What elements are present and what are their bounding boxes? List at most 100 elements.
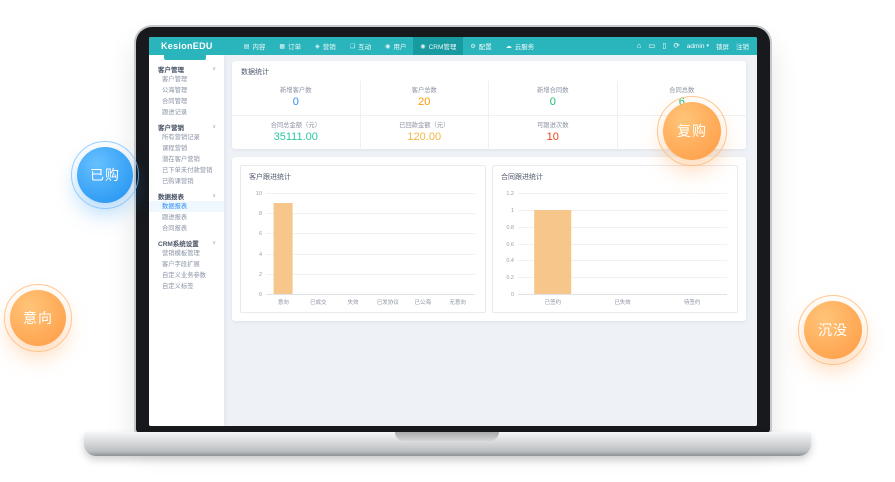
user-dropdown[interactable]: admin ▾ — [687, 43, 709, 50]
x-tick-label: 已成交 — [309, 300, 327, 306]
category-slot: 无意向 — [440, 194, 475, 306]
stat-value: 120.00 — [407, 131, 442, 143]
nav-item-label: 营销 — [322, 44, 336, 51]
nav-item-内容[interactable]: ▤ 内容 — [237, 37, 273, 55]
caret-down-icon: ▾ — [706, 43, 709, 49]
chevron-down-icon: ∨ — [212, 123, 216, 130]
nav-item-营销[interactable]: ◈ 营销 — [308, 37, 343, 55]
orders-icon: ▦ — [279, 43, 286, 50]
x-tick-label: 已签约 — [544, 300, 562, 306]
nav-item-用户[interactable]: ◉ 用户 — [378, 37, 413, 55]
mobile-icon[interactable]: ▯ — [662, 41, 667, 51]
users-icon: ◉ — [385, 43, 391, 50]
lock-screen-link[interactable]: 锁屏 — [716, 44, 729, 51]
category-slot: 已发协议 — [371, 194, 406, 306]
category-slot: 失效 — [336, 194, 371, 306]
gridline — [518, 277, 727, 279]
gridline — [266, 253, 475, 255]
category-slot: 已公海 — [405, 194, 440, 306]
sidebar-item-营销模板管理[interactable]: 营销模板管理 — [162, 250, 200, 257]
stat-label: 合同总数 — [669, 87, 695, 94]
laptop-base — [84, 432, 811, 456]
stat-新增客户数: 新增客户数 0 — [232, 81, 361, 116]
sidebar-item-潜在客户营销[interactable]: 潜在客户营销 — [162, 156, 200, 163]
top-navbar: KesionEDU ▤ 内容 ▦ 订单 ◈ 营销 ❑ 互动 ◉ 用户 ◉ CRM管理 ⚙ 配置 ☁ 云服务 ⌂… — [149, 37, 757, 55]
stat-label: 新增客户数 — [280, 87, 312, 94]
y-tick-label: 1 — [510, 207, 514, 214]
bar-意向 — [274, 203, 293, 294]
stat-label: 新增合同数 — [537, 87, 569, 94]
sidebar-item-已下单未付款营销[interactable]: 已下单未付款营销 — [162, 167, 213, 174]
nav-item-订单[interactable]: ▦ 订单 — [272, 37, 308, 55]
stat-label: 合同总金额（元） — [270, 122, 321, 129]
nav-item-label: 云服务 — [514, 44, 535, 51]
category-slot: 待签约 — [657, 194, 727, 306]
category-slot: 已签约 — [518, 194, 588, 306]
desktop-icon[interactable]: ▭ — [648, 41, 656, 51]
sidebar-item-客户字段扩展[interactable]: 客户字段扩展 — [162, 261, 200, 268]
sidebar-item-合同报表[interactable]: 合同报表 — [162, 225, 188, 232]
sidebar-item-客户管理[interactable]: 客户管理 — [162, 76, 188, 83]
crm-app-window: KesionEDU ▤ 内容 ▦ 订单 ◈ 营销 ❑ 互动 ◉ 用户 ◉ CRM管理 ⚙ 配置 ☁ 云服务 ⌂… — [149, 37, 757, 426]
gridline — [518, 260, 727, 262]
sidebar-group-客户管理[interactable]: 客户管理 ∨ — [149, 63, 224, 74]
category-slot: 已成交 — [301, 194, 336, 306]
logout-link[interactable]: 注销 — [736, 44, 749, 51]
y-tick-label: 0.8 — [506, 224, 514, 231]
chart-title: 合同跟进统计 — [501, 174, 543, 181]
charts-panel: 客户跟进统计 0 2 4 6 8 10 意向 已成交 失效 已发协议 已公海 无意向 合同跟进统计 0 0.… — [232, 157, 746, 321]
badge-repurchase: 复购 — [657, 96, 727, 166]
sidebar-item-公海管理[interactable]: 公海管理 — [162, 87, 188, 94]
x-tick-label: 已公海 — [414, 300, 431, 306]
home-icon[interactable]: ⌂ — [636, 41, 642, 51]
x-tick-label: 已失效 — [614, 300, 631, 306]
nav-item-label: CRM管理 — [428, 44, 457, 51]
y-tick-label: 0 — [258, 292, 262, 298]
chart-plot: 0 2 4 6 8 10 意向 已成交 失效 已发协议 已公海 无意向 — [256, 191, 475, 306]
nav-item-配置[interactable]: ⚙ 配置 — [463, 37, 498, 55]
x-tick-label: 无意向 — [449, 300, 466, 306]
badge-intention: 意向 — [4, 284, 72, 352]
sidebar-group-数据报表[interactable]: 数据报表 ∨ — [149, 190, 224, 201]
stat-已回款金额（元）: 已回款金额（元） 120.00 — [361, 116, 489, 150]
gridline — [518, 193, 727, 194]
sidebar-group-客户营销[interactable]: 客户营销 ∨ — [149, 121, 224, 132]
nav-item-label: 配置 — [478, 44, 492, 51]
y-tick-label: 0 — [510, 292, 514, 298]
y-tick-label: 4 — [258, 251, 262, 258]
gridline — [266, 294, 475, 295]
sidebar-item-课程营销[interactable]: 课程营销 — [162, 145, 188, 152]
gridline — [266, 193, 475, 194]
sidebar-item-所有营销记录[interactable]: 所有营销记录 — [162, 134, 200, 141]
sidebar-item-自定义标签[interactable]: 自定义标签 — [162, 283, 194, 290]
y-tick-label: 0.2 — [506, 275, 514, 282]
gridline — [266, 273, 475, 275]
sidebar-item-跟进记录[interactable]: 跟进记录 — [162, 109, 188, 116]
gridline — [266, 233, 475, 235]
y-tick-label: 10 — [255, 191, 262, 197]
nav-item-互动[interactable]: ❑ 互动 — [343, 37, 378, 55]
sidebar-item-已购课营销[interactable]: 已购课营销 — [162, 178, 194, 185]
sidebar-item-合同管理[interactable]: 合同管理 — [162, 98, 188, 105]
sidebar-group-CRM系统设置[interactable]: CRM系统设置 ∨ — [149, 237, 224, 248]
refresh-icon[interactable]: ⟳ — [673, 41, 680, 51]
sidebar-group-label: 数据报表 — [158, 193, 184, 201]
nav-item-label: 互动 — [358, 44, 372, 51]
stat-label: 已回款金额（元） — [399, 122, 450, 129]
sidebar-item-自定义业务参数[interactable]: 自定义业务参数 — [162, 272, 207, 279]
app-logo[interactable]: KesionEDU — [161, 41, 213, 51]
sidebar-top-active-tab[interactable] — [164, 55, 206, 60]
cloud-icon: ☁ — [505, 43, 512, 50]
badge-sunk: 沉没 — [798, 295, 868, 365]
y-tick-label: 0.6 — [506, 241, 514, 248]
crm-person-icon: ◉ — [420, 43, 426, 50]
sidebar-item-数据报表[interactable]: 数据报表 — [149, 201, 224, 212]
y-tick-label: 0.4 — [506, 258, 514, 265]
nav-item-CRM管理[interactable]: ◉ CRM管理 — [413, 37, 464, 55]
stat-新增合同数: 新增合同数 0 — [489, 81, 618, 116]
nav-item-label: 内容 — [252, 44, 266, 51]
nav-item-云服务[interactable]: ☁ 云服务 — [499, 37, 542, 55]
nav-item-label: 用户 — [393, 44, 407, 51]
y-tick-label: 2 — [258, 271, 262, 278]
sidebar-item-跟进报表[interactable]: 跟进报表 — [162, 214, 188, 221]
